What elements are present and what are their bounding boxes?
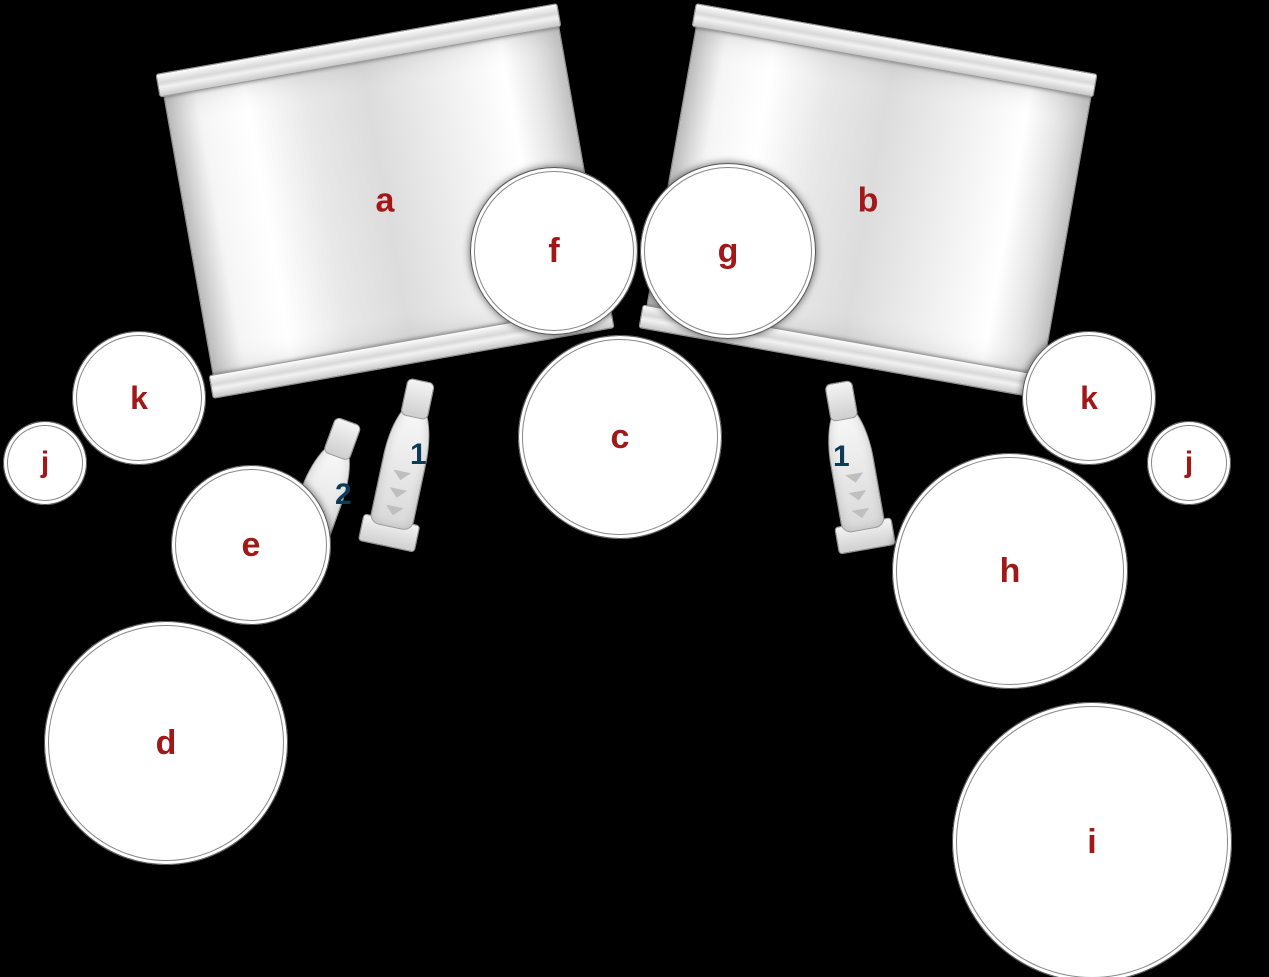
drum-k1: k (72, 331, 206, 465)
drum-k2: k (1022, 331, 1156, 465)
bass-drum-label-a: a (376, 182, 395, 221)
pedal-label-p2: 2 (335, 478, 352, 512)
drum-j1: j (3, 421, 87, 505)
pedal-p1b (815, 378, 890, 553)
pedal-plate-icon (369, 397, 439, 531)
drum-c: c (518, 335, 722, 539)
drum-g: g (640, 163, 816, 339)
chevron-down-icon (392, 469, 411, 482)
drum-label-j1: j (41, 446, 49, 480)
drum-d: d (44, 621, 288, 865)
pedal-label-p1a: 1 (410, 438, 427, 472)
drum-label-e: e (242, 526, 261, 565)
chevron-down-icon (384, 505, 403, 518)
chevron-down-icon (848, 490, 867, 502)
drum-h: h (892, 453, 1128, 689)
chevron-down-icon (845, 472, 864, 484)
drum-label-i: i (1087, 823, 1096, 862)
pedal-plate-icon (820, 400, 886, 534)
drum-label-k2: k (1080, 380, 1098, 417)
drum-e: e (171, 465, 331, 625)
pedal-beater-icon (824, 380, 858, 422)
drum-label-h: h (1000, 552, 1021, 591)
pedal-beater-icon (400, 377, 435, 420)
drum-label-f: f (548, 232, 559, 271)
bass-drum-label-b: b (858, 182, 879, 221)
drum-label-k1: k (130, 380, 148, 417)
drum-label-j2: j (1185, 446, 1193, 480)
chevron-down-icon (852, 508, 871, 520)
pedal-label-p1b: 1 (833, 440, 850, 474)
drum-j2: j (1147, 421, 1231, 505)
pedal-p1a (364, 376, 444, 552)
chevron-down-icon (388, 487, 407, 500)
drum-label-c: c (611, 418, 630, 457)
drum-f: f (470, 167, 638, 335)
drum-i: i (952, 702, 1232, 977)
drum-kit-diagram: a b 1 2 1 f g c k j k j e d h i (0, 0, 1269, 977)
drum-label-g: g (718, 232, 739, 271)
drum-label-d: d (156, 724, 177, 763)
